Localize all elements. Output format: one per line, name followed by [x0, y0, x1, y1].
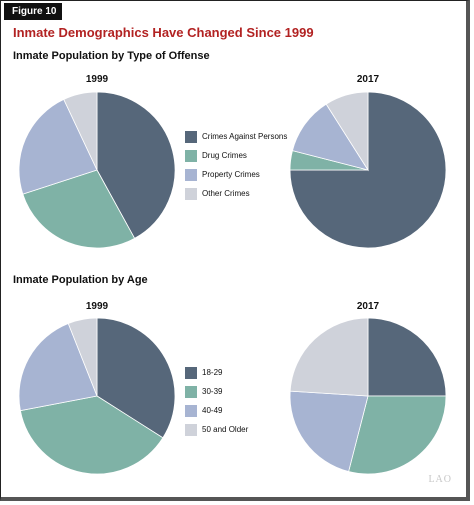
pie-slice-30-39	[19, 395, 164, 475]
pie-slice-crimes-against-persons	[289, 91, 447, 249]
pie-chart-offense-1999	[18, 91, 176, 249]
legend-label: Crimes Against Persons	[202, 132, 288, 141]
legend-swatch	[185, 405, 197, 417]
legend-swatch	[185, 367, 197, 379]
pie-chart-age-1999	[18, 317, 176, 475]
pie-slice-40-49	[18, 322, 98, 412]
legend-swatch	[185, 169, 197, 181]
pie-title-age-2017: 2017	[356, 301, 380, 312]
pie-slice-other-crimes	[63, 91, 98, 171]
legend-swatch	[185, 424, 197, 436]
section-title-offense: Inmate Population by Type of Offense	[13, 50, 210, 62]
pie-chart-age-2017	[289, 317, 447, 475]
legend-label: Property Crimes	[202, 170, 260, 179]
legend-label: 50 and Older	[202, 425, 249, 434]
pie-slice-30-39	[348, 395, 447, 475]
figure-label: Figure 10	[4, 3, 62, 20]
section-title-age: Inmate Population by Age	[13, 274, 148, 286]
pie-title-offense-2017: 2017	[356, 74, 380, 85]
pie-chart-offense-2017	[289, 91, 447, 249]
legend-label: Other Crimes	[202, 189, 250, 198]
legend-swatch	[185, 150, 197, 162]
legend-swatch	[185, 386, 197, 398]
pie-title-age-1999: 1999	[85, 301, 109, 312]
pie-title-offense-1999: 1999	[85, 74, 109, 85]
pie-slice-drug-crimes	[22, 169, 136, 249]
pie-slice-other-crimes	[325, 91, 369, 172]
lao-watermark: LAO	[428, 474, 452, 485]
pie-slice-50-and-older	[289, 317, 369, 397]
pie-slice-18-29	[96, 317, 176, 439]
pie-slice-crimes-against-persons	[96, 91, 176, 239]
pie-slice-50-and-older	[67, 317, 98, 397]
pie-slice-18-29	[367, 317, 447, 397]
legend-label: 40-49	[202, 406, 223, 415]
legend-label: 18-29	[202, 368, 223, 377]
pie-slice-40-49	[289, 390, 369, 473]
figure-title: Inmate Demographics Have Changed Since 1…	[13, 25, 314, 40]
legend-swatch	[185, 131, 197, 143]
legend-label: Drug Crimes	[202, 151, 247, 160]
legend-label: 30-39	[202, 387, 223, 396]
legend-swatch	[185, 188, 197, 200]
pie-slice-property-crimes	[18, 98, 98, 195]
